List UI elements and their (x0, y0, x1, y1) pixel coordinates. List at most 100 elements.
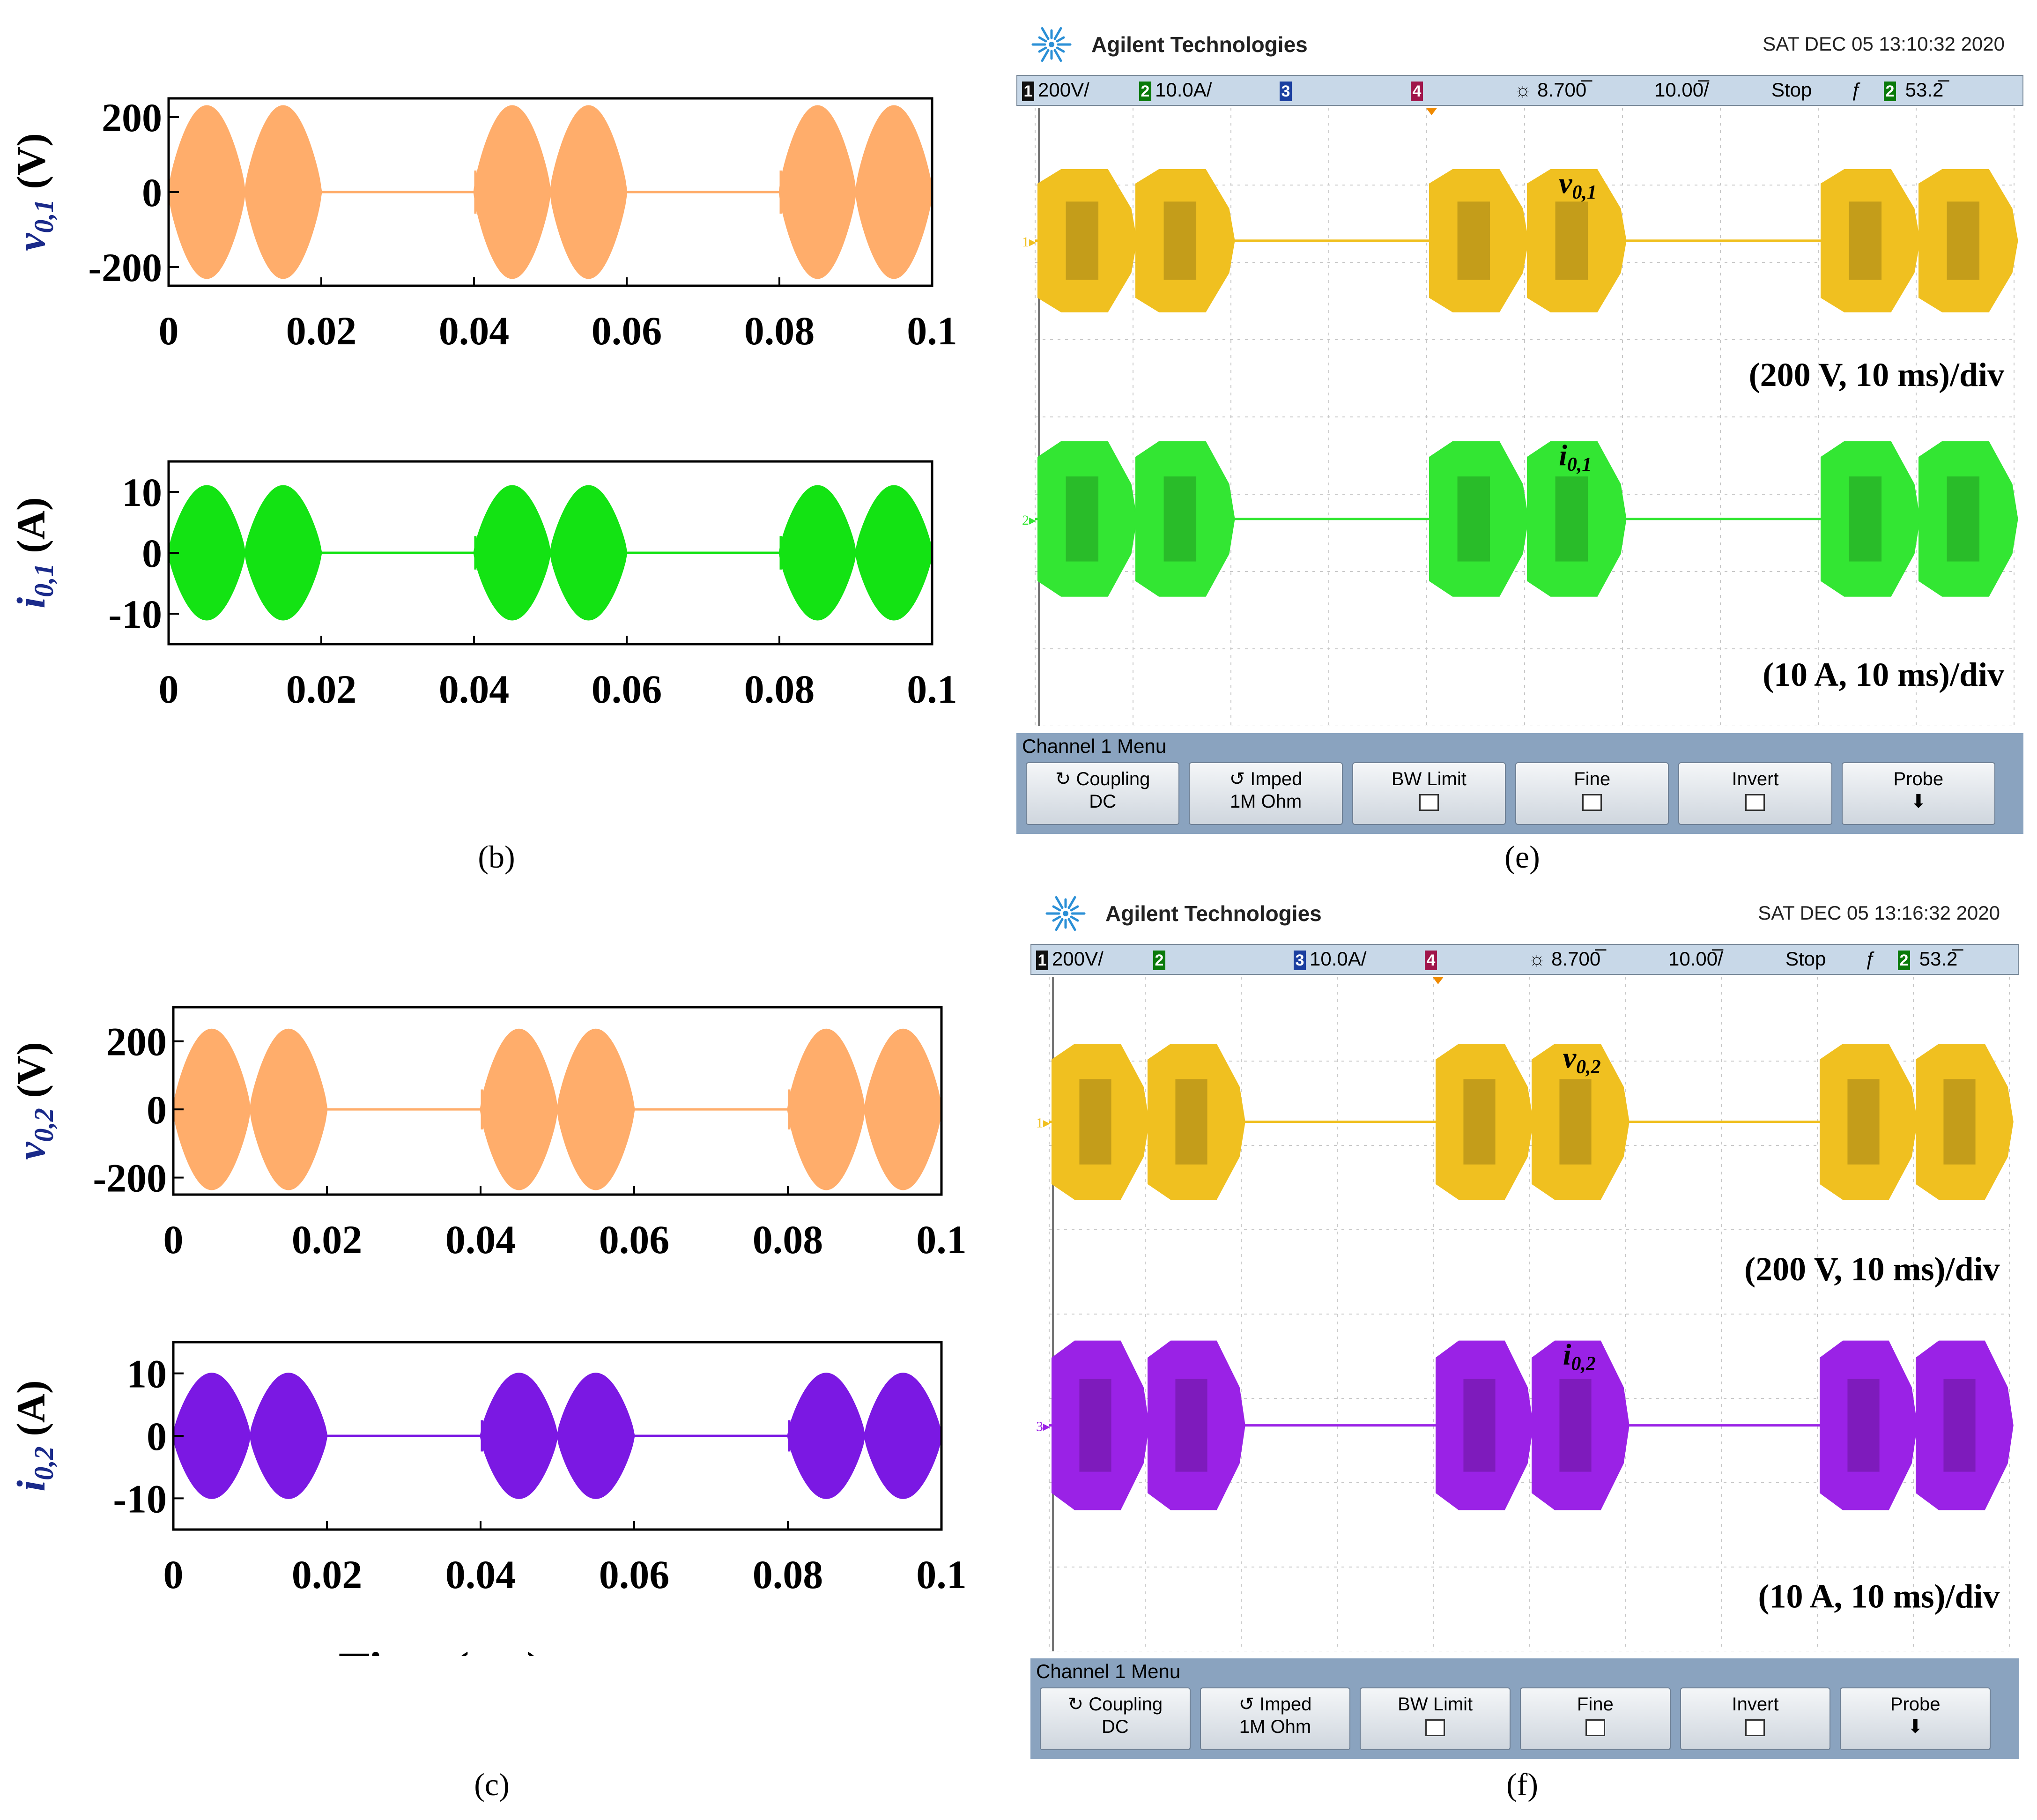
y-tick-label: 200 (102, 95, 162, 140)
burst-envelope (1527, 169, 1627, 312)
channel-1-scale[interactable]: 1 200V/ (1022, 79, 1089, 101)
channel-4-scale[interactable]: 4 (1411, 79, 1427, 101)
menu-softkey-probe[interactable]: Probe ⬇ (1841, 762, 1995, 825)
menu-title: Channel 1 Menu (1022, 735, 1167, 757)
y-tick-label: -10 (113, 1476, 167, 1521)
menu-softkey-fine[interactable]: Fine (1515, 762, 1669, 825)
channel-2-scale[interactable]: 2 10.0A/ (1139, 79, 1212, 101)
envelope-lobe (168, 485, 246, 621)
oscilloscope-e: Agilent Technologies SAT DEC 05 13:10:32 … (1016, 19, 2023, 834)
x-tick-label: 0.04 (445, 1217, 516, 1262)
burst-envelope (1918, 169, 2018, 312)
burst-envelope (1532, 1044, 1630, 1200)
x-tick-label: 0.02 (286, 667, 357, 712)
burst-envelope (1148, 1044, 1245, 1200)
brand-name: Agilent Technologies (1105, 901, 1322, 926)
envelope-lobe (480, 1373, 558, 1499)
x-tick-label: 0.04 (445, 1552, 516, 1597)
channel-3-scale[interactable]: 3 (1280, 79, 1296, 101)
menu-softkey-bw-limit[interactable]: BW Limit (1360, 1687, 1511, 1750)
menu-softkey-imped[interactable]: ↺ Imped 1M Ohm (1189, 762, 1343, 825)
menu-softkey-coupling[interactable]: ↻ Coupling DC (1026, 762, 1180, 825)
x-axis-label: Time (ms) (332, 757, 535, 761)
envelope-lobe (172, 1373, 251, 1499)
run-stop-status[interactable]: Stop (1785, 948, 1826, 970)
channel-2-scale[interactable]: 2 (1153, 948, 1169, 970)
scope-display: 1▸ v0,2 3▸ i0,2 (200 V, 10 ms)/div (10 A, 10 … (1030, 977, 2019, 1651)
x-tick-label: 0.02 (292, 1217, 363, 1262)
envelope-lobe (549, 105, 628, 279)
burst-envelope (1532, 1340, 1630, 1510)
trigger-edge-icon: ƒ (1865, 948, 1876, 970)
y-axis-label: i0,1 (A) (8, 497, 59, 608)
menu-softkey-invert[interactable]: Invert (1678, 762, 1832, 825)
trace-label: i0,1 (1559, 438, 1592, 475)
waveform-i0-1 (168, 485, 933, 621)
plot-c-top: 200 0 -200 0 0.02 0.04 0.06 0.08 0.1 v0,2 (V) (8, 1006, 967, 1262)
agilent-logo-icon (1044, 892, 1087, 935)
caption-f: (f) (1506, 1767, 1538, 1802)
y-tick-label: 0 (142, 531, 162, 576)
x-tick-label: 0.02 (286, 308, 357, 351)
oscilloscope-f: Agilent Technologies SAT DEC 05 13:16:32 … (1030, 888, 2019, 1759)
y-tick-label: 0 (142, 170, 162, 215)
burst-envelope (1148, 1340, 1245, 1510)
x-tick-label: 0.06 (592, 667, 662, 712)
burst-inner-band (1943, 1079, 1976, 1165)
envelope-lobe (249, 1028, 328, 1190)
channel-menu: Channel 1 Menu ↻ Coupling DC ↺ Imped 1M Ohm B… (1030, 1658, 2019, 1759)
menu-softkey-bw-limit[interactable]: BW Limit (1352, 762, 1506, 825)
menu-softkey-fine[interactable]: Fine (1520, 1687, 1671, 1750)
datetime: SAT DEC 05 13:16:32 2020 (1758, 902, 2000, 924)
y-tick-label: 10 (126, 1352, 167, 1397)
timebase-delay: ☼ 8.700̅ (1514, 79, 1587, 101)
envelope-lobe (864, 1373, 942, 1499)
run-stop-status[interactable]: Stop (1771, 79, 1812, 101)
envelope-lobe (787, 1028, 866, 1190)
x-tick-label: 0.1 (916, 1217, 967, 1262)
burst-inner-band (1849, 476, 1882, 562)
envelope-lobe (480, 1028, 558, 1190)
y-tick-label: 200 (106, 1019, 167, 1064)
caption-e: (e) (1504, 839, 1540, 875)
waveform-v0-1 (168, 105, 933, 279)
trigger-position-marker (1426, 108, 1437, 115)
channel-1-scale[interactable]: 1 200V/ (1036, 948, 1104, 970)
burst-envelope (1527, 441, 1627, 597)
checkbox-icon (1681, 1716, 1830, 1738)
burst-envelope (1916, 1044, 2014, 1200)
envelope-lobe (249, 1373, 328, 1499)
y-tick-label: -200 (93, 1156, 167, 1201)
waveform-i0-2 (172, 1373, 942, 1499)
menu-softkey-probe[interactable]: Probe ⬇ (1840, 1687, 1991, 1750)
burst-inner-band (1559, 1379, 1592, 1472)
envelope-lobe (244, 105, 322, 279)
menu-softkey-invert[interactable]: Invert (1680, 1687, 1831, 1750)
waveform-v0-2 (172, 1028, 942, 1190)
envelope-lobe (778, 105, 857, 279)
trigger-edge-icon: ƒ (1851, 79, 1862, 101)
envelope-lobe (855, 105, 933, 279)
top-trace-scale: (200 V, 10 ms)/div (1749, 356, 2004, 394)
trace-v0-1: 1▸ v0,1 (1022, 166, 2018, 312)
channel-4-scale[interactable]: 4 (1425, 948, 1441, 970)
menu-softkey-coupling[interactable]: ↻ Coupling DC (1040, 1687, 1191, 1750)
burst-envelope (1037, 169, 1137, 312)
plot-b-bottom: 10 0 -10 0 0.02 0.04 0.06 0.08 0.1 i0,1 (A) Time (… (8, 460, 957, 761)
scope-display: 1▸ v0,1 2▸ i0,1 (200 V, 10 ms)/div (10 A, 10 … (1016, 108, 2023, 726)
burst-inner-band (1066, 201, 1099, 280)
envelope-lobe (549, 485, 628, 621)
y-axis-label: v0,1 (V) (8, 133, 59, 251)
y-tick-label: -10 (108, 592, 162, 637)
burst-envelope (1429, 169, 1529, 312)
x-tick-label: 0.06 (599, 1552, 670, 1597)
x-tick-label: 0.1 (907, 308, 957, 351)
channel-3-scale[interactable]: 3 10.0A/ (1294, 948, 1366, 970)
burst-envelope (1052, 1340, 1149, 1510)
checkbox-icon (1516, 790, 1668, 813)
menu-softkey-imped[interactable]: ↺ Imped 1M Ohm (1200, 1687, 1351, 1750)
trace-label: v0,2 (1563, 1041, 1601, 1078)
channel-status-bar: 1 200V/2 10.0A/3 4 ☼ 8.700̅ 10.00̅/ Stop ƒ 2 53.… (1016, 75, 2023, 106)
checkbox-icon (1353, 790, 1505, 813)
x-axis-label: Time (ms) (339, 1642, 542, 1656)
